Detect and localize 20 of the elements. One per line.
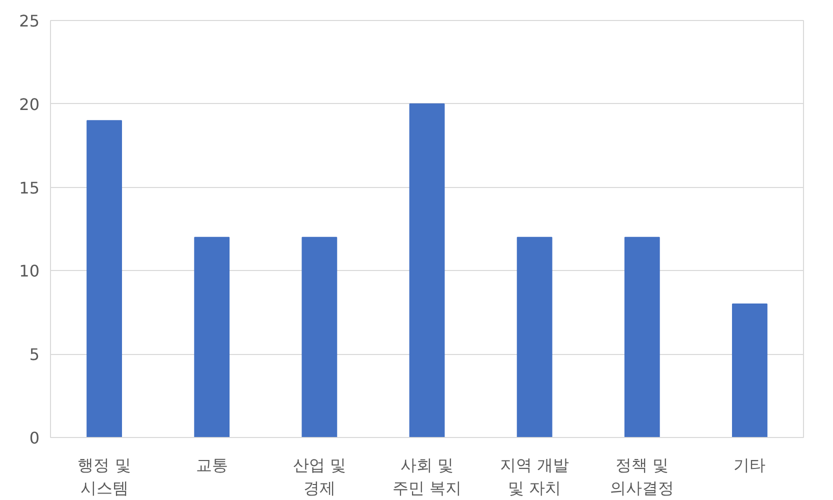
bar bbox=[732, 304, 768, 438]
x-tick-label: 산업 및 경제 bbox=[292, 456, 346, 498]
y-tick-label: 25 bbox=[19, 12, 40, 30]
y-tick-label: 20 bbox=[19, 94, 40, 114]
y-tick-label: 5 bbox=[29, 345, 40, 364]
y-tick-label: 15 bbox=[19, 178, 40, 198]
x-tick-label: 교통 bbox=[196, 456, 228, 474]
x-tick-label: 사회 및 주민 복지 bbox=[392, 456, 462, 498]
x-tick-label: 행정 및 시스템 bbox=[78, 456, 131, 498]
bar bbox=[194, 236, 230, 438]
y-tick-label: 0 bbox=[29, 428, 40, 448]
bar bbox=[409, 103, 445, 438]
bar bbox=[302, 236, 338, 438]
x-tick-label: 기타 bbox=[734, 456, 766, 474]
bar bbox=[624, 236, 660, 438]
x-tick-label: 지역 개발 및 자치 bbox=[500, 456, 570, 498]
bar bbox=[516, 236, 552, 438]
bar bbox=[86, 120, 122, 438]
x-tick-label: 정책 및 의사결정 bbox=[610, 456, 674, 498]
y-tick-label: 10 bbox=[19, 262, 40, 281]
